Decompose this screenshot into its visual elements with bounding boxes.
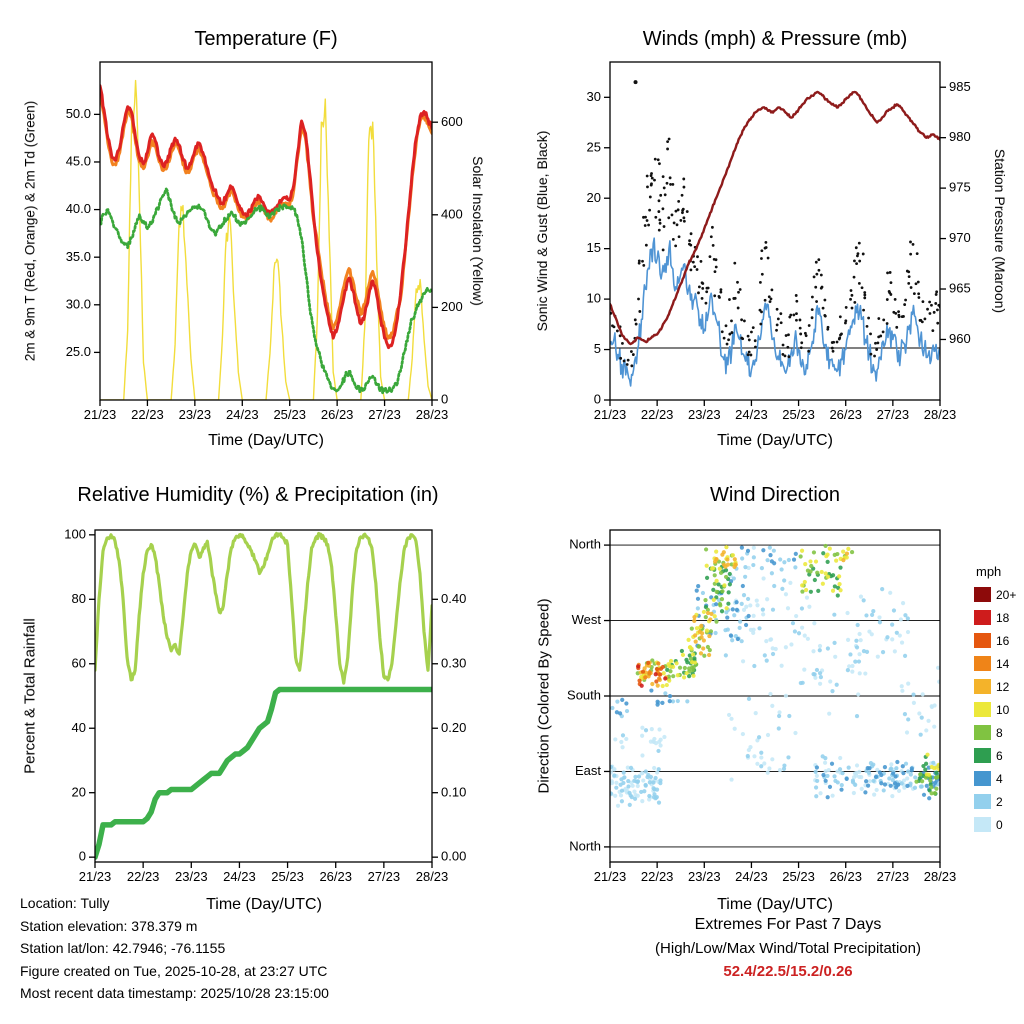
legend-swatch bbox=[974, 656, 991, 671]
wind-direction-axis-label: Direction (Colored By Speed) bbox=[535, 598, 553, 794]
legend-entry: 6 bbox=[974, 744, 1016, 767]
winds-x-axis-label: Time (Day/UTC) bbox=[717, 432, 833, 449]
figure-created: Figure created on Tue, 2025-10-28, at 23… bbox=[20, 962, 328, 979]
legend-label: 10 bbox=[996, 702, 1010, 717]
legend-entry: 0 bbox=[974, 813, 1016, 836]
extremes-values: 52.4/22.5/15.2/0.26 bbox=[723, 963, 853, 980]
legend-swatch bbox=[974, 748, 991, 763]
station-pressure-axis-label: Station Pressure (Maroon) bbox=[992, 148, 1008, 314]
legend-entry: 20+ bbox=[974, 583, 1016, 606]
wind-direction-title: Wind Direction bbox=[709, 484, 841, 506]
temperature-plot-canvas bbox=[0, 0, 512, 470]
legend-entry: 16 bbox=[974, 629, 1016, 652]
station-location: Location: Tully bbox=[20, 895, 110, 911]
legend-swatch bbox=[974, 633, 991, 648]
humidity-precip-chart-panel: Relative Humidity (%) & Precipitation (i… bbox=[0, 468, 512, 948]
legend-entry: 12 bbox=[974, 675, 1016, 698]
wind-direction-chart-panel: Wind Direction Direction (Colored By Spe… bbox=[512, 468, 1024, 948]
legend-label: 16 bbox=[996, 633, 1010, 648]
percent-rainfall-axis-label: Percent & Total Rainfall bbox=[21, 618, 39, 774]
humidity-x-axis-label: Time (Day/UTC) bbox=[206, 896, 322, 913]
legend-label: 6 bbox=[996, 748, 1003, 763]
extremes-summary: Extremes For Past 7 Days (High/Low/Max W… bbox=[560, 916, 1016, 980]
legend-title: mph bbox=[976, 564, 1002, 579]
station-latlon: Station lat/lon: 42.7946; -76.1155 bbox=[20, 940, 226, 956]
legend-entry: 18 bbox=[974, 606, 1016, 629]
wind-speed-legend: mph 20+ 18 16 14 12 10 8 6 4 2 0 bbox=[974, 564, 1016, 836]
legend-entry: 4 bbox=[974, 767, 1016, 790]
legend-entry: 14 bbox=[974, 652, 1016, 675]
temperature-x-axis-label: Time (Day/UTC) bbox=[208, 432, 324, 449]
station-elevation: Station elevation: 378.379 m bbox=[20, 917, 198, 934]
legend-label: 2 bbox=[996, 794, 1003, 809]
legend-label: 20+ bbox=[996, 587, 1017, 602]
legend-entry: 10 bbox=[974, 698, 1016, 721]
legend-swatch bbox=[974, 679, 991, 694]
legend-swatch bbox=[974, 794, 991, 809]
humidity-precip-title: Relative Humidity (%) & Precipitation (i… bbox=[77, 484, 439, 506]
winds-pressure-title: Winds (mph) & Pressure (mb) bbox=[642, 28, 908, 50]
legend-swatch bbox=[974, 587, 991, 602]
legend-label: 4 bbox=[996, 771, 1003, 786]
winds-pressure-chart-panel: Winds (mph) & Pressure (mb) Sonic Wind &… bbox=[512, 0, 1024, 480]
legend-label: 14 bbox=[996, 656, 1010, 671]
legend-swatch bbox=[974, 702, 991, 717]
station-info: Location: Tully Station elevation: 378.3… bbox=[20, 892, 329, 1005]
solar-insolation-axis-label: Solar Insolation (Yellow) bbox=[470, 156, 486, 306]
wind-gust-axis-label: Sonic Wind & Gust (Blue, Black) bbox=[534, 130, 550, 332]
extremes-title: Extremes For Past 7 Days bbox=[694, 916, 882, 933]
legend-swatch bbox=[974, 725, 991, 740]
legend-entry: 2 bbox=[974, 790, 1016, 813]
temperature-y-axis-label: 2m & 9m T (Red, Orange) & 2m Td (Green) bbox=[22, 100, 38, 362]
temperature-chart-panel: Temperature (F) 2m & 9m T (Red, Orange) … bbox=[0, 0, 512, 480]
winds-pressure-plot-canvas bbox=[512, 0, 1024, 470]
legend-entry: 8 bbox=[974, 721, 1016, 744]
legend-swatch bbox=[974, 610, 991, 625]
legend-label: 0 bbox=[996, 817, 1003, 832]
wind-direction-x-axis-label: Time (Day/UTC) bbox=[717, 896, 833, 913]
legend-label: 12 bbox=[996, 679, 1010, 694]
legend-swatch bbox=[974, 817, 991, 832]
extremes-subtitle: (High/Low/Max Wind/Total Precipitation) bbox=[655, 940, 921, 957]
legend-label: 18 bbox=[996, 610, 1010, 625]
humidity-precip-plot-canvas bbox=[0, 468, 512, 938]
legend-swatch bbox=[974, 771, 991, 786]
data-timestamp: Most recent data timestamp: 2025/10/28 2… bbox=[20, 985, 329, 1001]
wind-direction-plot-canvas bbox=[512, 468, 1024, 938]
legend-label: 8 bbox=[996, 725, 1003, 740]
temperature-title: Temperature (F) bbox=[194, 28, 338, 50]
